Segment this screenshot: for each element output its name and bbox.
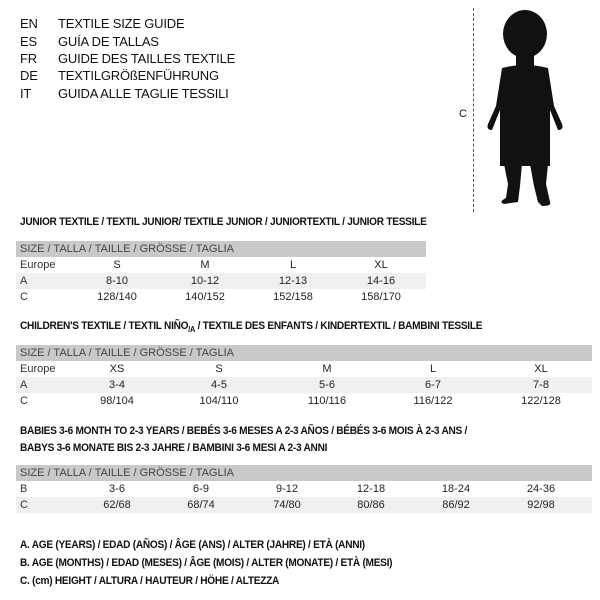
- junior-title: JUNIOR TEXTILE / TEXTIL JUNIOR/ TEXTILE …: [20, 216, 427, 228]
- table-row: C 128/140 140/152 152/158 158/170: [20, 291, 401, 303]
- table-header: SIZE / TALLA / TAILLE / GRÖSSE / TAGLIA: [16, 465, 592, 481]
- height-measure-line: [473, 8, 474, 212]
- table-row: C 62/68 68/74 74/80 80/86 86/92 92/98: [16, 497, 592, 513]
- table-row: A 8-10 10-12 12-13 14-16: [16, 273, 426, 289]
- babies-title-line2: BABYS 3-6 MONATE BIS 2-3 JAHRE / BAMBINI…: [20, 442, 328, 454]
- babies-title-line1: BABIES 3-6 MONTH TO 2-3 YEARS / BEBÉS 3-…: [20, 425, 468, 437]
- table-row: C 98/104 104/110 110/116 116/122 122/128: [20, 395, 561, 407]
- legend-a: A. AGE (YEARS) / EDAD (AÑOS) / ÂGE (ANS)…: [20, 539, 365, 551]
- legend-b: B. AGE (MONTHS) / EDAD (MESES) / ÂGE (MO…: [20, 557, 393, 569]
- table-header: SIZE / TALLA / TAILLE / GRÖSSE / TAGLIA: [16, 345, 592, 361]
- table-row: Europe S M L XL: [20, 259, 388, 271]
- children-title: CHILDREN'S TEXTILE / TEXTIL NIÑO/A / TEX…: [20, 320, 483, 335]
- babies-size-table: SIZE / TALLA / TAILLE / GRÖSSE / TAGLIA …: [16, 465, 592, 513]
- table-header: SIZE / TALLA / TAILLE / GRÖSSE / TAGLIA: [16, 241, 426, 257]
- table-row: A 3-4 4-5 5-6 6-7 7-8: [16, 377, 592, 393]
- table-row: B 3-6 6-9 9-12 12-18 18-24 24-36: [20, 483, 556, 495]
- height-measure-label: C: [459, 108, 467, 120]
- legend-c: C. (cm) HEIGHT / ALTURA / HAUTEUR / HÖHE…: [20, 575, 280, 587]
- junior-size-table: SIZE / TALLA / TAILLE / GRÖSSE / TAGLIA …: [16, 241, 426, 305]
- table-row: Europe XS S M L XL: [20, 363, 548, 375]
- children-size-table: SIZE / TALLA / TAILLE / GRÖSSE / TAGLIA …: [16, 345, 592, 409]
- baby-silhouette-icon: [487, 10, 563, 206]
